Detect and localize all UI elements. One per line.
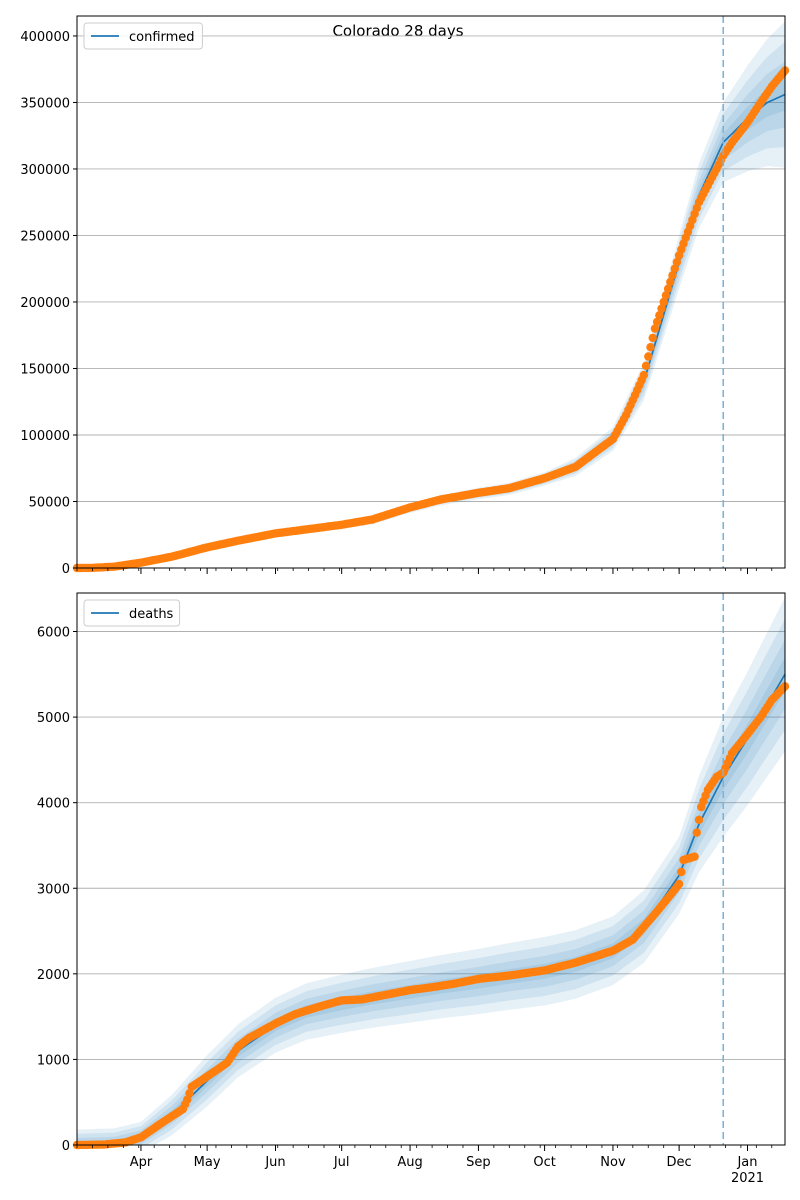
- observed-point: [690, 852, 699, 861]
- model-line: [76, 93, 786, 569]
- observed-point: [670, 264, 679, 273]
- observed-point: [641, 361, 651, 370]
- observed-point: [677, 867, 686, 877]
- y-tick-label: 6000: [37, 626, 70, 641]
- x-tick-label: Jul: [333, 1155, 350, 1170]
- x-tick-label: Jan: [736, 1155, 757, 1170]
- observed-point: [692, 828, 701, 837]
- axes-frame: [76, 15, 786, 569]
- uncertainty-band-2: [77, 41, 785, 569]
- observed-point: [672, 257, 682, 267]
- observed-point: [694, 815, 704, 824]
- observed-point: [648, 333, 657, 343]
- y-tick-label: 2000: [37, 968, 70, 983]
- uncertainty-band-4: [77, 78, 785, 569]
- legend-label: confirmed: [129, 30, 195, 45]
- x-tick-label: Sep: [466, 1155, 491, 1170]
- y-tick-label: 300000: [20, 163, 70, 178]
- observed-point: [666, 277, 675, 287]
- observed-point: [183, 1095, 192, 1104]
- y-tick-label: 400000: [20, 30, 70, 45]
- legend: confirmed: [83, 22, 203, 50]
- y-tick-label: 5000: [37, 711, 70, 726]
- y-tick-label: 4000: [37, 797, 70, 812]
- x-tick-label: Dec: [667, 1155, 692, 1170]
- observed-point: [185, 1089, 194, 1098]
- observed-point: [674, 879, 684, 889]
- x-tick-label: Nov: [600, 1155, 626, 1170]
- x-tick-label: May: [194, 1155, 221, 1170]
- chart-title: Colorado 28 days: [332, 22, 463, 40]
- axes-frame: [76, 592, 786, 1146]
- deaths-panel: 0 1000 2000 3000 4000 5000 6000 Apr May Jun Jul Aug…: [37, 592, 790, 1186]
- x-tick-label: Jun: [264, 1155, 285, 1170]
- y-tick-label: 150000: [20, 362, 70, 377]
- uncertainty-band-3: [77, 639, 785, 1145]
- observed-point: [644, 352, 653, 361]
- legend-box: [83, 599, 181, 627]
- uncertainty-band-1: [77, 21, 785, 569]
- observed-point: [639, 370, 648, 380]
- legend-label: deaths: [129, 607, 174, 622]
- observed-point: [659, 297, 668, 307]
- confirmed-panel: 0 50000 100000 150000 200000 250000 300000 3500…: [20, 15, 790, 577]
- observed-point: [652, 317, 662, 327]
- uncertainty-band-3: [77, 61, 785, 568]
- y-tick-label: 200000: [20, 296, 70, 311]
- y-tick-label: 100000: [20, 429, 70, 444]
- observed-point: [657, 304, 666, 313]
- y-tick-label: 50000: [29, 495, 70, 510]
- y-tick-label: 0: [62, 562, 70, 577]
- legend-box: [83, 22, 203, 50]
- observed-point: [650, 324, 660, 333]
- y-tick-label: 3000: [37, 882, 70, 897]
- legend: deaths: [83, 599, 181, 627]
- y-tick-label: 350000: [20, 96, 70, 111]
- x-tick-label: Apr: [130, 1155, 153, 1170]
- x-tick-label: Oct: [533, 1155, 555, 1170]
- x-year-label: 2021: [731, 1171, 764, 1186]
- x-tick-label: Aug: [397, 1155, 422, 1170]
- y-tick-label: 1000: [37, 1053, 70, 1068]
- observed-point: [661, 291, 671, 300]
- observed-point: [646, 343, 655, 352]
- observed-point: [655, 311, 664, 320]
- y-tick-label: 250000: [20, 229, 70, 244]
- observed-point: [663, 284, 673, 293]
- observed-point: [668, 271, 677, 280]
- y-tick-label: 0: [62, 1139, 70, 1154]
